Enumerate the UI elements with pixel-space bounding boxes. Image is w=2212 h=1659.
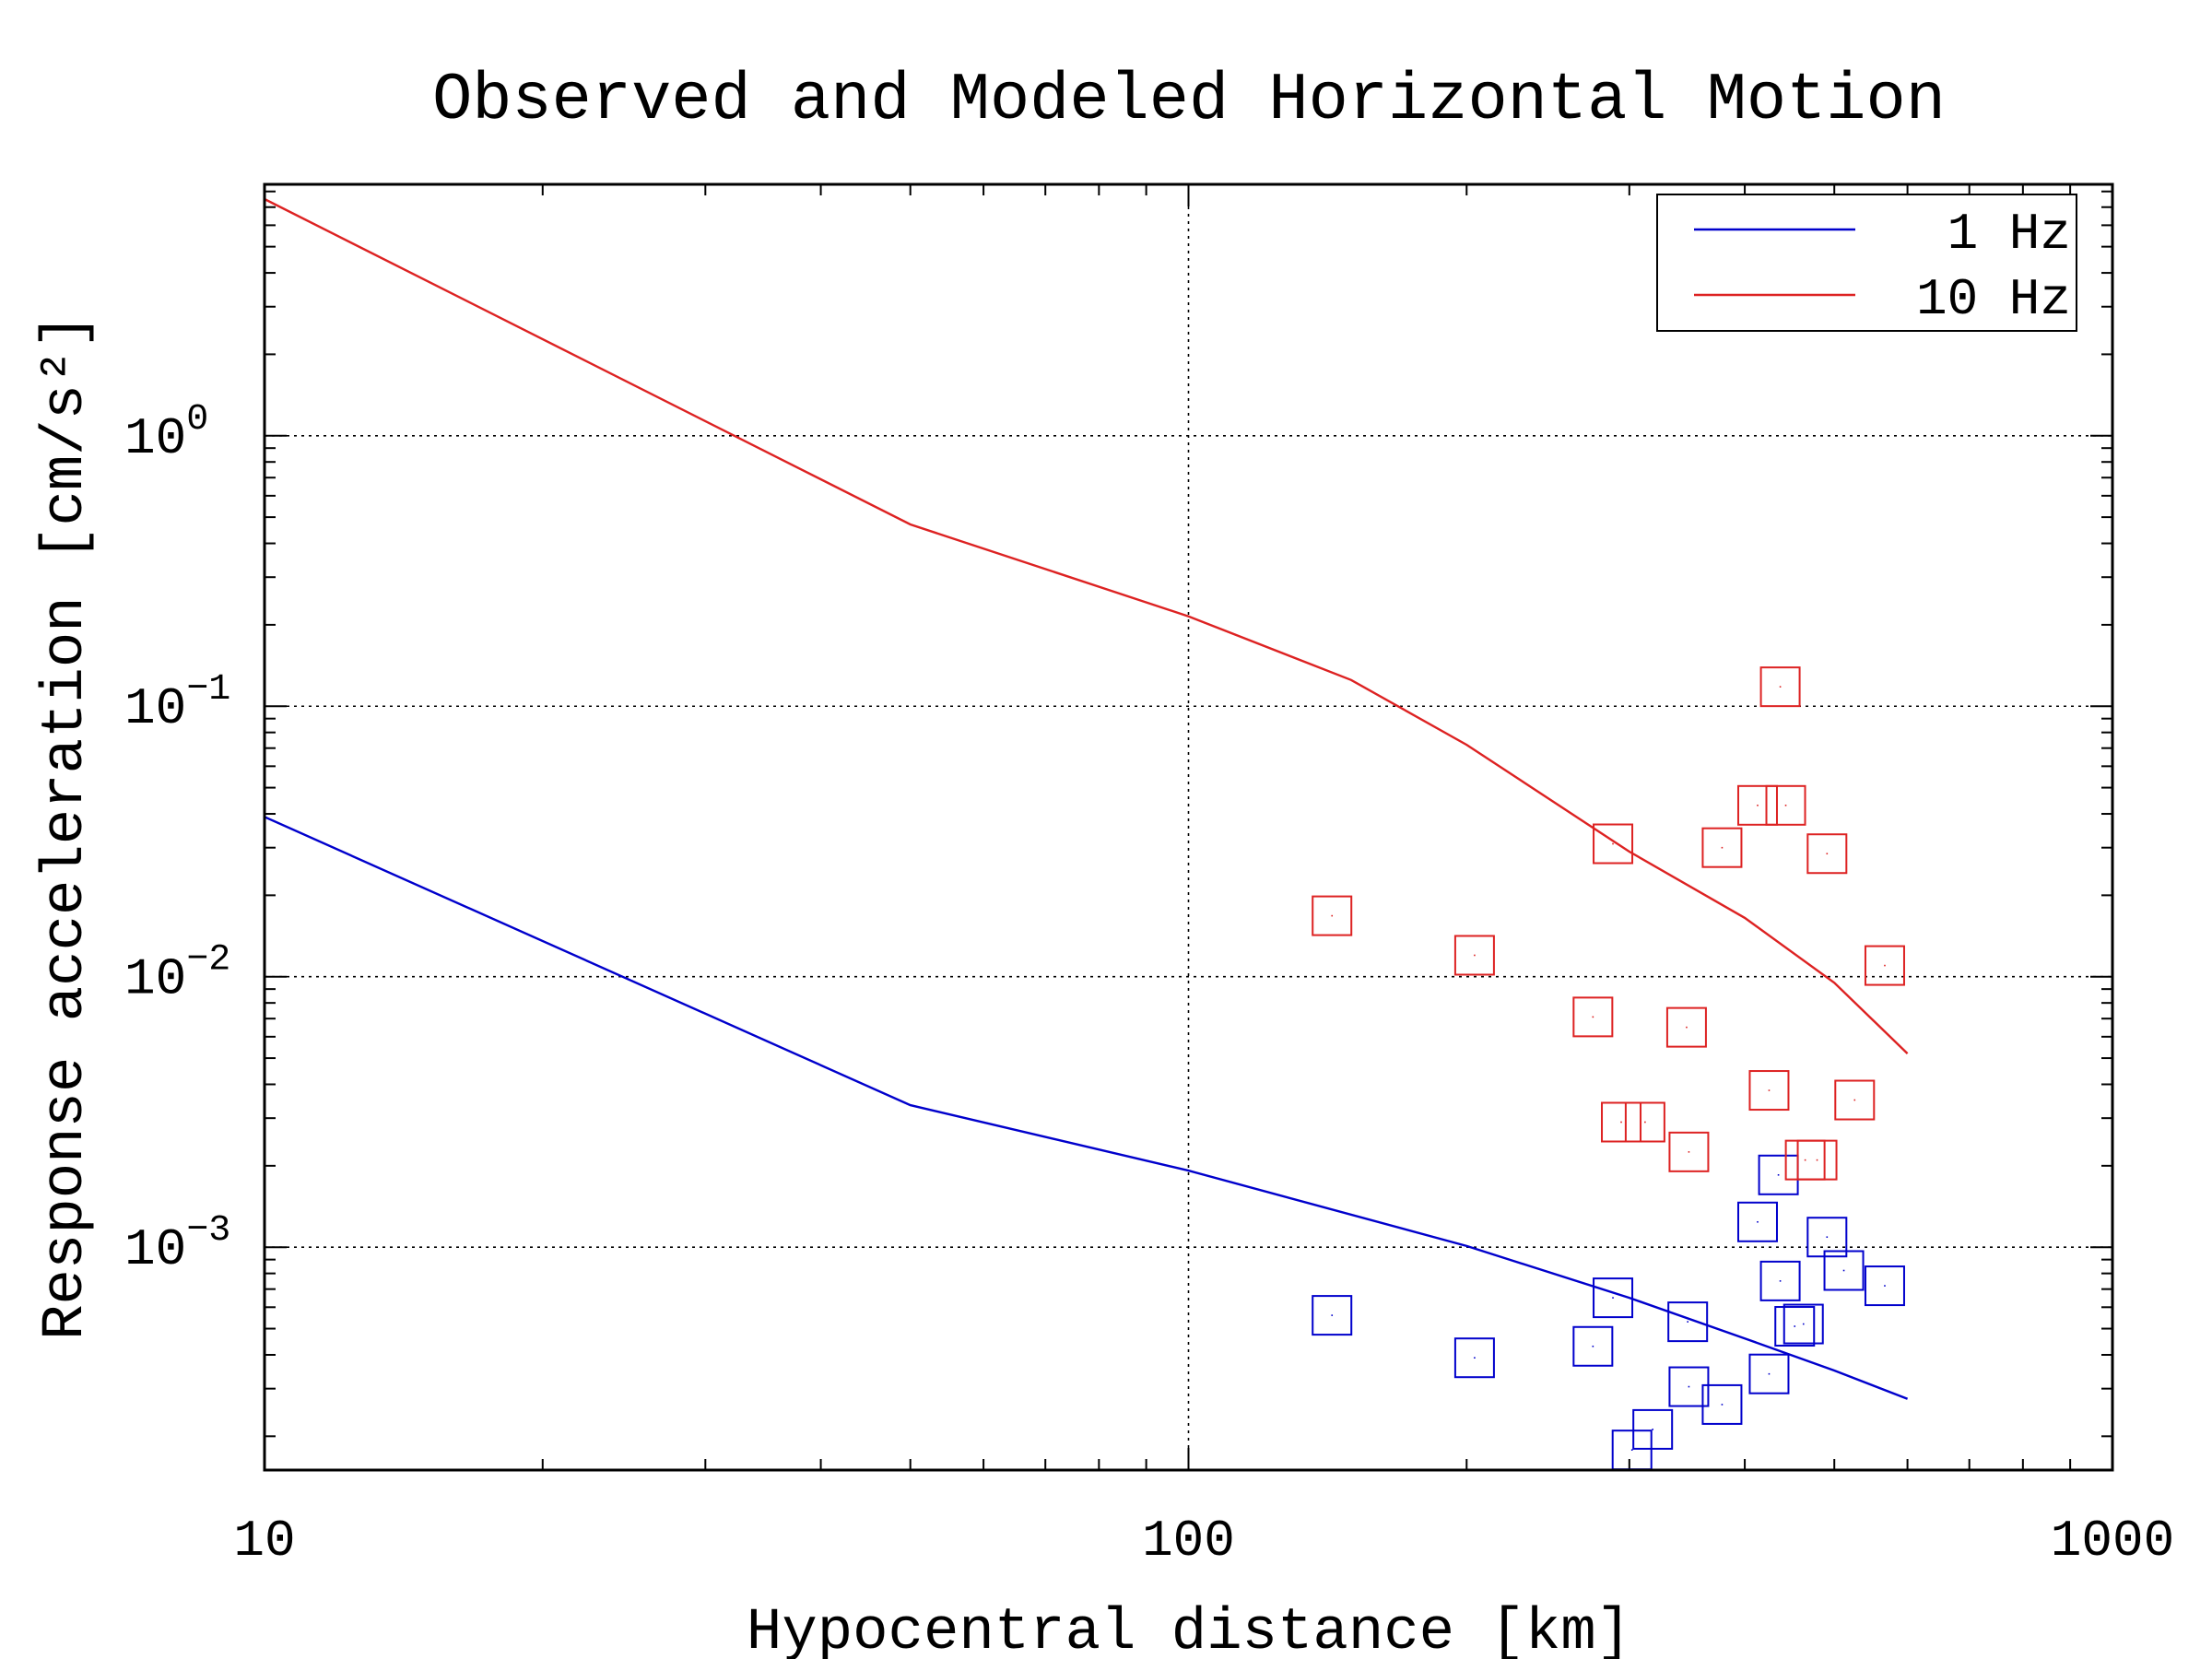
data-point-dot [1794,1325,1796,1327]
data-point-dot [1853,1099,1856,1101]
data-point-marker [1796,1139,1838,1181]
data-point-marker [1823,1250,1865,1291]
data-point-marker [1312,1295,1353,1336]
data-point-marker [1572,996,1614,1038]
x-axis-label: Hypocentral distance [km] [747,1600,1631,1659]
data-point-marker [1759,666,1801,708]
data-point-marker [1748,1070,1790,1112]
data-point-dot [1784,805,1787,806]
data-point-marker [1453,935,1495,976]
legend-box [1656,194,2077,332]
series-group [1312,1154,1905,1471]
data-point-dot [1779,686,1782,688]
y-tick-label: 10−3 [124,1210,230,1279]
data-point-dot [1842,1269,1845,1272]
data-point-dot [1804,1159,1806,1161]
data-point-marker [1665,1006,1707,1048]
data-point-dot [1779,1280,1782,1282]
series-group [264,816,1909,1400]
data-point-dot [1777,1173,1780,1176]
x-tick-label: 10 [233,1512,295,1571]
data-point-marker [1783,1303,1824,1345]
series-line [264,816,1909,1400]
data-point-marker [1864,1265,1905,1307]
data-point-marker [1667,1301,1709,1343]
data-point-dot [1652,1429,1653,1430]
data-point-dot [1757,1220,1759,1223]
data-point-dot [1802,1323,1805,1325]
legend-label: 1 Hz [1947,205,2071,264]
legend-label: 10 Hz [1916,270,2071,329]
data-point-dot [1688,1385,1690,1388]
data-point-dot [1721,846,1724,849]
data-point-marker [1624,1101,1665,1143]
data-point-marker [1572,1325,1614,1367]
data-point-dot [1768,1372,1771,1375]
data-point-marker [1312,895,1353,936]
data-point-marker [1736,1201,1778,1242]
data-point-dot [1620,1121,1622,1124]
data-point-dot [1826,1236,1829,1239]
data-point-dot [1331,914,1334,917]
x-tick-label: 100 [1142,1512,1235,1571]
axis-ticks [264,184,2112,1470]
data-point-dot [1884,1285,1886,1287]
legend: 1 Hz 10 Hz [1656,194,2077,332]
data-point-dot [1612,842,1614,845]
data-point-dot [1474,954,1476,957]
data-point-marker [1834,1079,1876,1121]
data-point-dot [1816,1159,1818,1161]
plot-frame [263,182,2114,1472]
data-point-marker [1593,1277,1634,1319]
x-tick-label: 1000 [2051,1512,2174,1571]
data-point-marker [1701,827,1743,868]
data-point-dot [1331,1314,1334,1316]
data-point-marker [1593,823,1634,865]
data-point-marker [1632,1408,1674,1450]
data-point-dot [1686,1026,1688,1029]
data-point-dot [1768,1089,1771,1091]
data-point-marker [1765,784,1806,826]
data-point-dot [1688,1151,1690,1153]
data-point-marker [1736,784,1778,826]
data-point-dot [1592,1345,1594,1347]
y-axis-label: Response acceleration [cm/s²] [33,313,100,1340]
data-point-marker [1701,1383,1743,1425]
data-point-marker [1864,945,1905,986]
data-point-dot [1644,1121,1646,1124]
data-point-marker [1774,1306,1816,1347]
chart-title: Observed and Modeled Horizontal Motion [432,63,1946,138]
series-line [264,197,1909,1054]
data-point-marker [1748,1353,1790,1394]
data-point-marker [1601,1101,1642,1143]
data-point-dot [1612,1297,1614,1299]
data-point-dot [1884,964,1886,967]
data-point-dot [1757,805,1759,806]
series-group [264,197,1909,1054]
data-point-dot [1687,1321,1688,1323]
data-point-dot [1826,853,1829,855]
y-tick-label: 10−2 [124,940,230,1009]
data-point-dot [1474,1357,1476,1359]
data-point-marker [1806,1217,1848,1258]
data-point-dot [1721,1404,1724,1406]
plot-series [264,197,1909,1471]
data-point-marker [1759,1260,1801,1301]
data-point-marker [1806,833,1848,875]
x-tick-labels: 10 100 1000 [233,1512,2174,1571]
y-tick-label: 100 [124,399,208,468]
data-point-marker [1453,1337,1495,1379]
y-tick-labels: 100 10−1 10−2 10−3 [124,399,230,1279]
data-point-marker [1668,1131,1710,1172]
data-point-dot [1630,1449,1633,1451]
series-group [1312,666,1905,1181]
data-point-marker [1668,1366,1710,1407]
grid-lines [265,184,2112,1470]
y-tick-label: 10−1 [124,669,230,738]
data-point-dot [1592,1016,1594,1018]
